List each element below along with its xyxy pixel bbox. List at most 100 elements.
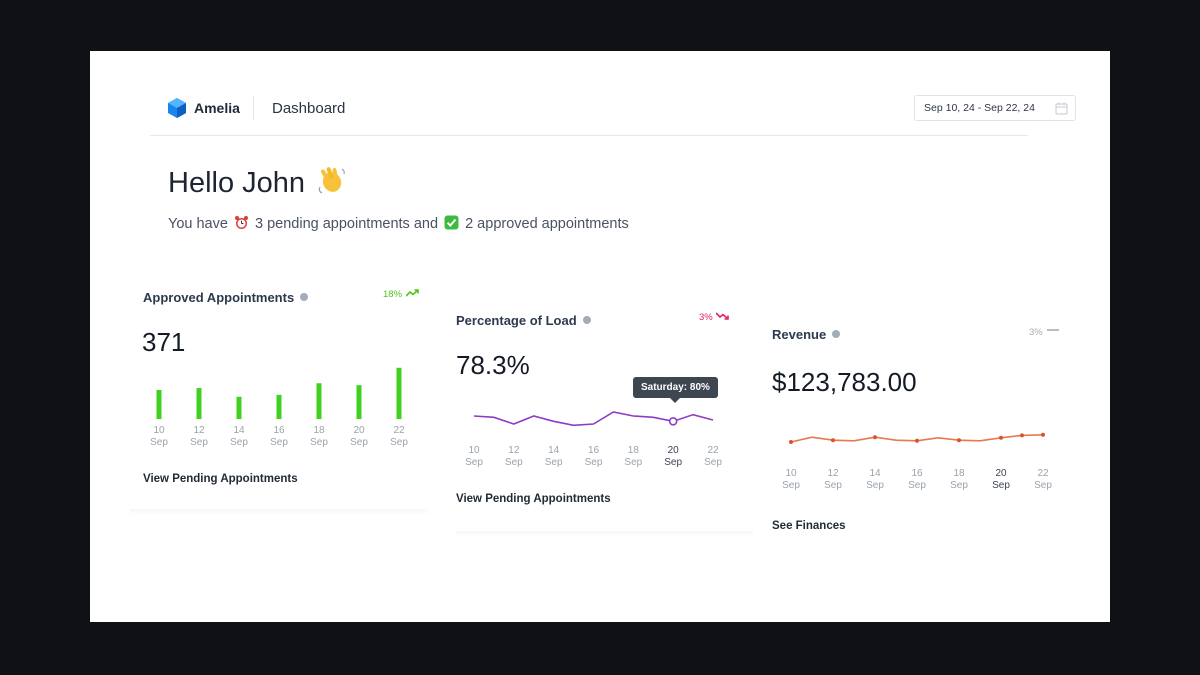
waving-hand-icon xyxy=(318,167,345,194)
tick-day: 20 xyxy=(353,425,365,436)
tick-month: Sep xyxy=(782,480,800,491)
tick-month: Sep xyxy=(150,437,168,448)
tick-day: 12 xyxy=(827,468,839,479)
tick-month: Sep xyxy=(190,437,208,448)
tick-month: Sep xyxy=(1034,480,1052,491)
card-divider xyxy=(456,531,753,537)
tick-day: 10 xyxy=(153,425,165,436)
bar-12[interactable] xyxy=(196,388,202,419)
tick-month: Sep xyxy=(390,437,408,448)
summary-prefix: You have xyxy=(168,216,228,232)
calendar-icon xyxy=(1055,102,1068,115)
x-tick-label: 22 Sep xyxy=(384,425,414,449)
revenue-card: Revenue 3% $123,783.00 10 Sep 12 Sep 14 Sep 16… xyxy=(772,320,1062,560)
tick-month: Sep xyxy=(270,437,288,448)
data-point-22[interactable] xyxy=(1041,432,1045,437)
x-tick-label: 14 Sep xyxy=(539,445,569,469)
info-icon[interactable] xyxy=(832,330,841,338)
x-tick-label: 12 Sep xyxy=(184,425,214,449)
tick-month: Sep xyxy=(310,437,328,448)
tick-month: Sep xyxy=(544,457,563,468)
data-point-14[interactable] xyxy=(873,435,877,440)
card-title: Percentage of Load xyxy=(456,313,591,328)
tick-day: 20 xyxy=(995,468,1007,479)
approved-count-value: 371 xyxy=(142,327,186,357)
tick-day: 12 xyxy=(193,425,205,436)
x-tick-label: 18 Sep xyxy=(944,468,974,492)
card-divider xyxy=(130,509,428,515)
tick-month: Sep xyxy=(824,480,842,491)
data-point-18[interactable] xyxy=(957,438,961,443)
tick-day: 22 xyxy=(707,445,719,456)
top-header: Amelia Dashboard Sep 10, 24 - Sep 22, 24 xyxy=(150,89,1076,136)
data-point-16[interactable] xyxy=(915,438,919,443)
info-icon[interactable] xyxy=(300,293,309,301)
load-line-chart xyxy=(473,411,714,427)
x-tick-label: 10 Sep xyxy=(459,445,489,469)
tick-day: 22 xyxy=(1037,468,1049,479)
x-tick-label: 14 Sep xyxy=(860,468,890,492)
tick-month: Sep xyxy=(950,480,968,491)
chart-tooltip: Saturday: 80% xyxy=(633,377,718,403)
x-tick-label: 10 Sep xyxy=(144,425,174,449)
amelia-logo-icon[interactable] xyxy=(166,97,188,119)
trend-value: 3% xyxy=(699,312,713,323)
tick-day: 18 xyxy=(313,425,325,436)
trend-up-icon xyxy=(405,289,419,297)
x-tick-label: 20 Sep xyxy=(344,425,374,449)
trend-flat-icon xyxy=(1047,329,1060,331)
x-tick-label: 22 Sep xyxy=(1028,468,1058,492)
trend-value: 18% xyxy=(383,289,403,300)
highlighted-point[interactable] xyxy=(668,417,678,426)
tick-month: Sep xyxy=(230,437,248,448)
trend-badge: 3% xyxy=(699,312,730,323)
page-title: Dashboard xyxy=(272,100,346,117)
card-title-text: Revenue xyxy=(772,327,827,342)
series-line xyxy=(473,411,714,427)
data-point-20[interactable] xyxy=(999,435,1003,440)
trend-badge: 3% xyxy=(1029,326,1060,338)
tick-month: Sep xyxy=(992,480,1010,491)
tick-month: Sep xyxy=(350,437,368,448)
tick-month: Sep xyxy=(624,457,643,468)
tick-day: 10 xyxy=(785,468,797,479)
card-title-text: Percentage of Load xyxy=(456,313,577,328)
trend-badge: 18% xyxy=(383,289,419,300)
tick-month: Sep xyxy=(866,480,884,491)
x-tick-label: 22 Sep xyxy=(698,445,728,469)
x-tick-label: 20 Sep xyxy=(986,468,1016,492)
bar-22[interactable] xyxy=(396,367,402,419)
x-tick-label: 12 Sep xyxy=(499,445,529,469)
revenue-line-chart xyxy=(789,432,1045,444)
bar-16[interactable] xyxy=(276,394,282,419)
tick-day: 16 xyxy=(587,445,600,456)
data-point-21[interactable] xyxy=(1020,433,1024,438)
header-divider xyxy=(253,96,254,120)
dashboard-canvas: Amelia Dashboard Sep 10, 24 - Sep 22, 24… xyxy=(90,51,1110,622)
see-finances-link[interactable]: See Finances xyxy=(772,520,846,532)
alarm-clock-icon xyxy=(234,216,248,229)
view-pending-link[interactable]: View Pending Appointments xyxy=(456,493,611,505)
card-title-text: Approved Appointments xyxy=(143,290,295,305)
greeting-title: Hello John xyxy=(168,165,347,200)
x-tick-label: 16 Sep xyxy=(264,425,294,449)
date-range-value: Sep 10, 24 - Sep 22, 24 xyxy=(924,102,1035,114)
tick-day: 14 xyxy=(233,425,245,436)
tick-month: Sep xyxy=(465,457,483,468)
bar-18[interactable] xyxy=(316,383,322,419)
x-tick-label: 12 Sep xyxy=(818,468,848,492)
data-point-10[interactable] xyxy=(789,440,793,444)
tick-month: Sep xyxy=(664,457,683,468)
info-icon[interactable] xyxy=(582,316,591,324)
bar-14[interactable] xyxy=(236,396,242,419)
bar-10[interactable] xyxy=(156,390,162,419)
approved-bar-chart xyxy=(156,367,402,419)
x-tick-label: 14 Sep xyxy=(224,425,254,449)
data-point-12[interactable] xyxy=(831,438,835,443)
appointments-summary: You have 3 pending appointments and 2 ap… xyxy=(168,215,629,232)
tick-month: Sep xyxy=(908,480,926,491)
card-title: Revenue xyxy=(772,327,841,342)
view-pending-link[interactable]: View Pending Appointments xyxy=(143,473,298,485)
bar-20[interactable] xyxy=(356,385,362,419)
date-range-picker[interactable]: Sep 10, 24 - Sep 22, 24 xyxy=(914,95,1076,121)
